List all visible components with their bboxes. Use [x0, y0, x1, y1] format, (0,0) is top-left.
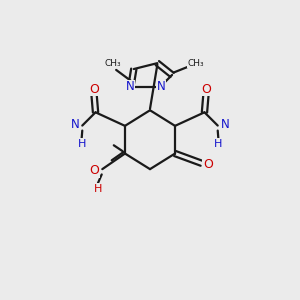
- Text: N: N: [126, 80, 135, 93]
- Text: O: O: [89, 164, 99, 177]
- Text: O: O: [201, 83, 211, 96]
- Text: CH₃: CH₃: [105, 59, 122, 68]
- Text: H: H: [77, 139, 86, 149]
- Text: H: H: [94, 184, 102, 194]
- Text: H: H: [214, 139, 223, 149]
- Text: O: O: [89, 83, 99, 96]
- Text: N: N: [70, 118, 79, 131]
- Text: N: N: [221, 118, 230, 131]
- Text: CH₃: CH₃: [188, 58, 205, 68]
- Text: O: O: [203, 158, 213, 171]
- Text: N: N: [157, 80, 165, 93]
